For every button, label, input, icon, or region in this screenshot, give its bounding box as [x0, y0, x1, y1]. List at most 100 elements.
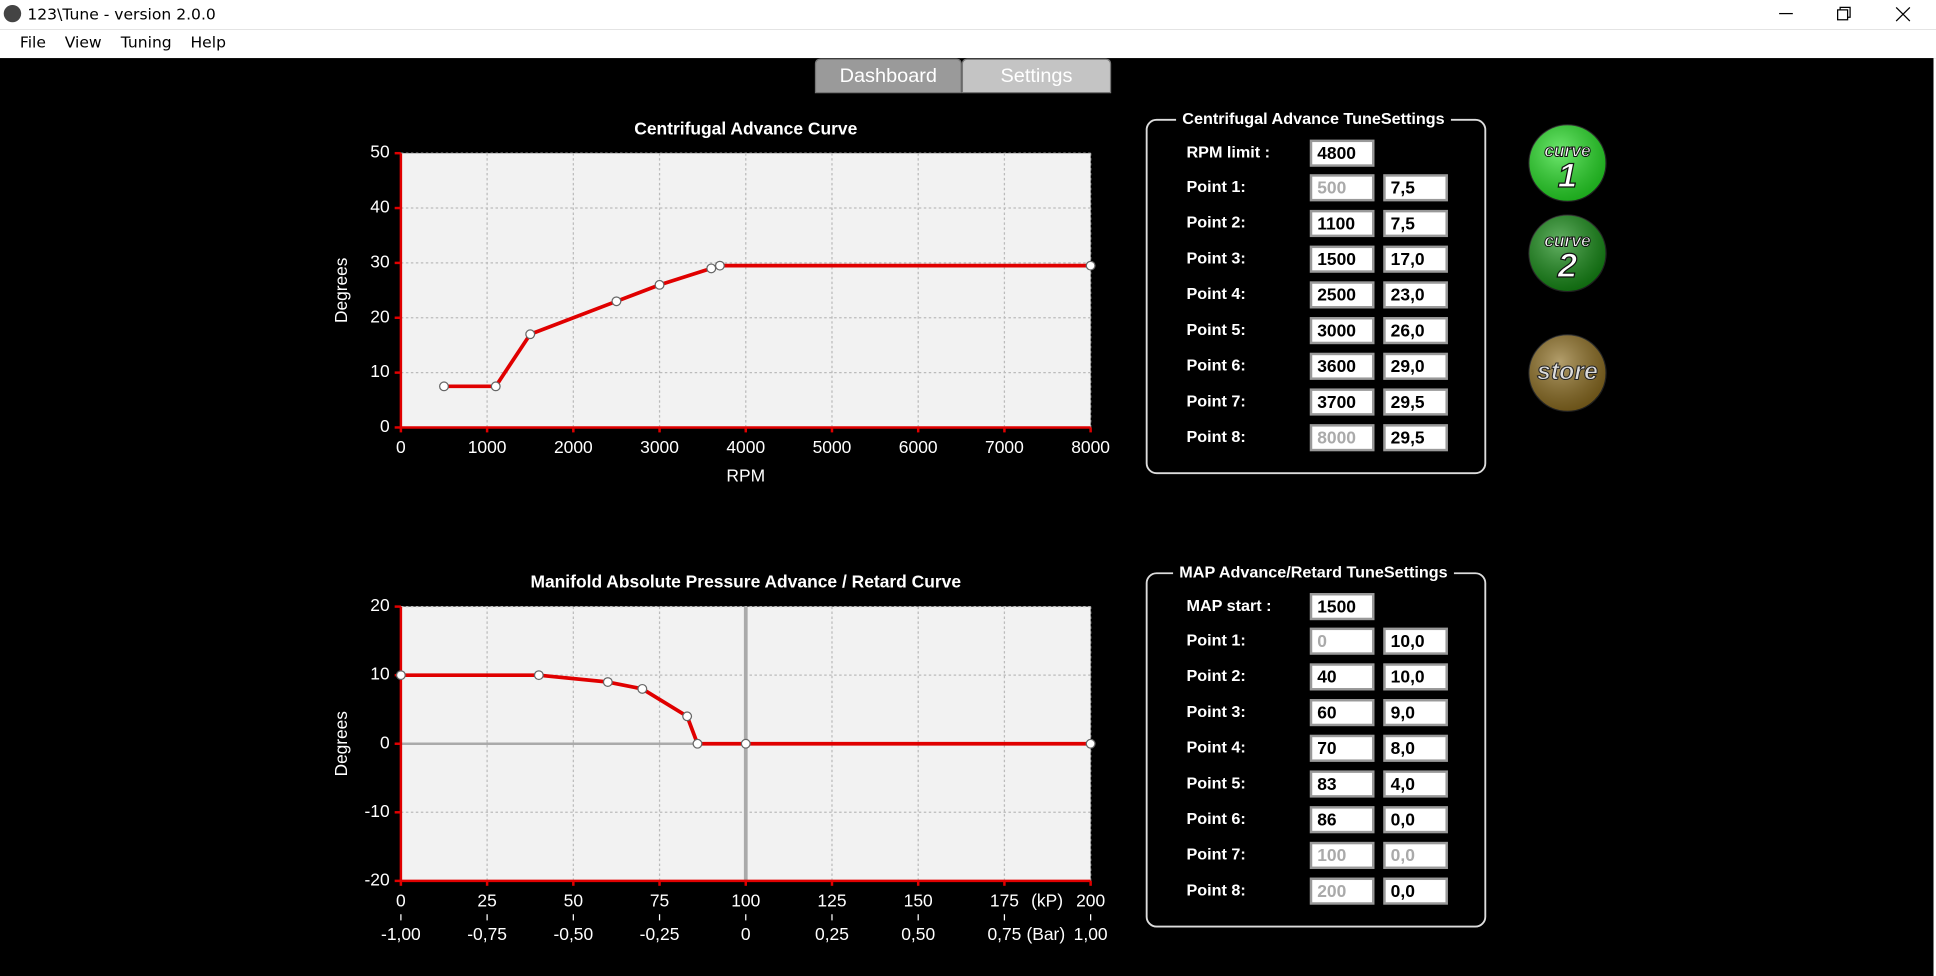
restore-button[interactable]	[1837, 6, 1851, 21]
input-box[interactable]	[1383, 245, 1448, 273]
input-value[interactable]: 17,0	[1391, 249, 1425, 269]
input-box[interactable]	[1383, 352, 1448, 380]
tab-label[interactable]: Dashboard	[840, 65, 937, 87]
input-value[interactable]: 29,5	[1391, 392, 1425, 412]
curve-point[interactable]	[602, 677, 613, 687]
input-box[interactable]	[1309, 877, 1375, 905]
input-value[interactable]: 2500	[1317, 285, 1356, 305]
button-number[interactable]: 2	[1556, 247, 1578, 286]
input-value[interactable]: 7,5	[1391, 178, 1416, 198]
input-box[interactable]	[1309, 388, 1375, 416]
curve-point[interactable]	[706, 263, 717, 274]
input-box[interactable]	[1309, 734, 1375, 762]
button-gloss[interactable]	[1528, 334, 1607, 412]
curve-point[interactable]	[533, 670, 544, 681]
input-box[interactable]	[1309, 139, 1375, 167]
input-box[interactable]	[1309, 245, 1375, 273]
input-value[interactable]: 8,0	[1391, 738, 1415, 758]
input-value[interactable]: 200	[1317, 881, 1346, 901]
input-box[interactable]	[1383, 877, 1448, 905]
input-value[interactable]: 0,0	[1391, 881, 1415, 901]
input-value[interactable]: 10,0	[1391, 631, 1425, 651]
button-word[interactable]: curve	[1544, 140, 1592, 161]
tab[interactable]	[814, 58, 962, 94]
round-button[interactable]: store	[1528, 334, 1607, 413]
curve-point[interactable]	[439, 381, 449, 392]
input-value[interactable]: 4,0	[1391, 774, 1415, 794]
curve-point[interactable]	[395, 670, 406, 681]
input-value[interactable]: 3000	[1317, 320, 1356, 340]
input-box[interactable]	[1309, 593, 1375, 621]
input-value[interactable]: 8000	[1317, 428, 1356, 448]
input-value[interactable]: 40	[1317, 667, 1336, 687]
input-box[interactable]	[1383, 699, 1448, 727]
menu-item[interactable]: Help	[190, 34, 225, 52]
curve-point[interactable]	[1085, 260, 1096, 271]
input-box[interactable]	[1309, 174, 1375, 202]
curve-point[interactable]	[692, 738, 703, 749]
button-gloss[interactable]	[1528, 214, 1607, 292]
input-value[interactable]: 9,0	[1391, 702, 1415, 722]
curve-point[interactable]	[740, 738, 751, 749]
curve-point[interactable]	[714, 260, 725, 271]
button-number[interactable]: 1	[1557, 157, 1578, 196]
input-value[interactable]: 60	[1317, 702, 1336, 722]
input-value[interactable]: 83	[1317, 774, 1337, 794]
input-box[interactable]	[1309, 352, 1375, 380]
input-value[interactable]: 1500	[1317, 249, 1356, 269]
input-value[interactable]: 86	[1317, 810, 1337, 830]
input-box[interactable]	[1383, 388, 1448, 416]
input-value[interactable]: 1100	[1317, 213, 1355, 233]
curve-point[interactable]	[654, 279, 665, 290]
input-box[interactable]	[1383, 424, 1448, 452]
input-value[interactable]: 0,0	[1391, 810, 1415, 830]
input-value[interactable]: 70	[1317, 738, 1336, 758]
input-box[interactable]	[1383, 663, 1448, 691]
input-value[interactable]: 500	[1317, 178, 1346, 198]
input-box[interactable]	[1383, 209, 1448, 238]
input-box[interactable]	[1309, 663, 1375, 691]
input-box[interactable]	[1309, 699, 1375, 727]
button-word[interactable]: curve	[1544, 230, 1592, 251]
input-box[interactable]	[1383, 317, 1448, 345]
input-value[interactable]: 0	[1317, 631, 1327, 651]
curve-point[interactable]	[490, 381, 501, 392]
input-box[interactable]	[1383, 627, 1448, 655]
input-value[interactable]: 3600	[1317, 356, 1356, 376]
input-value[interactable]: 0,0	[1391, 845, 1415, 865]
input-box[interactable]	[1309, 627, 1375, 655]
input-value[interactable]: 10,0	[1391, 667, 1425, 687]
input-box[interactable]	[1309, 317, 1375, 345]
input-box[interactable]	[1383, 174, 1448, 202]
menu-item[interactable]: Tuning	[120, 34, 172, 52]
input-value[interactable]: 7,5	[1391, 213, 1416, 233]
menu-item[interactable]: File	[20, 34, 46, 52]
input-box[interactable]	[1309, 424, 1375, 452]
input-box[interactable]	[1383, 806, 1448, 834]
tab-label[interactable]: Settings	[1001, 65, 1073, 87]
input-value[interactable]: 3700	[1317, 392, 1356, 412]
input-box[interactable]	[1309, 806, 1375, 834]
button-word[interactable]: store	[1537, 358, 1599, 386]
curve-point[interactable]	[1085, 738, 1096, 749]
input-value[interactable]: 23,0	[1391, 285, 1425, 305]
input-value[interactable]: 26,0	[1391, 320, 1425, 340]
menu-item[interactable]: View	[65, 34, 102, 52]
input-value[interactable]: 100	[1317, 845, 1346, 865]
input-box[interactable]	[1383, 734, 1448, 762]
input-box[interactable]	[1309, 281, 1375, 309]
input-box[interactable]	[1309, 770, 1375, 798]
input-value[interactable]: 29,0	[1391, 356, 1425, 376]
button-gloss[interactable]	[1528, 124, 1607, 202]
input-box[interactable]	[1309, 841, 1375, 870]
curve-point[interactable]	[611, 296, 622, 307]
input-box[interactable]	[1309, 209, 1375, 238]
curve-point[interactable]	[637, 683, 648, 694]
input-box[interactable]	[1383, 841, 1448, 870]
input-value[interactable]: 29,5	[1391, 428, 1425, 448]
close-button[interactable]	[1895, 6, 1911, 22]
curve-point[interactable]	[525, 329, 536, 340]
curve-point[interactable]	[682, 711, 693, 722]
